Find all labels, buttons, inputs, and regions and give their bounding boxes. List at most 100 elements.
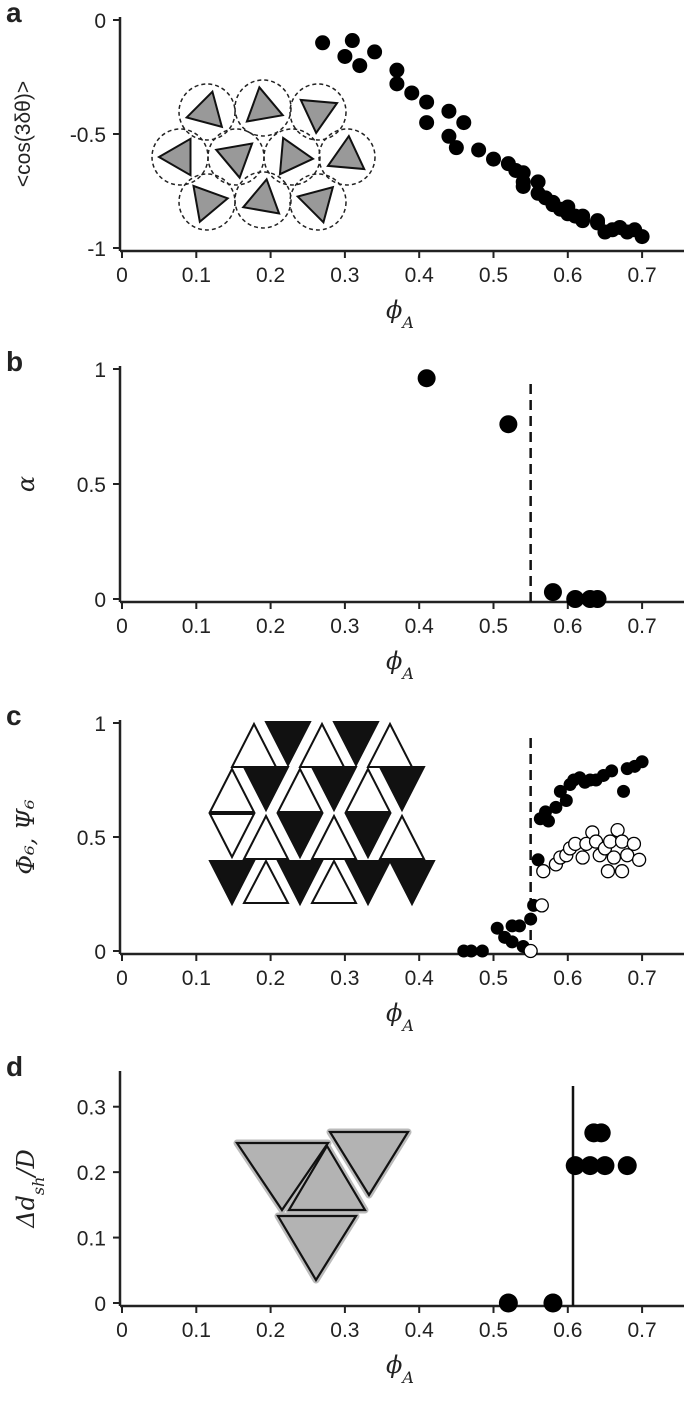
- point: [344, 33, 360, 49]
- y-axis-label: <cos(3δθ)>: [12, 81, 35, 187]
- x-tick-label: 0.1: [182, 1319, 211, 1342]
- x-tick-label: 0.5: [479, 1319, 508, 1342]
- point: [590, 213, 606, 229]
- point: [515, 178, 531, 194]
- x-tick-label: 0: [116, 615, 128, 638]
- x-tick-label: 0.5: [479, 967, 508, 990]
- x-tick-label: 0: [116, 264, 128, 287]
- point: [541, 814, 555, 828]
- y-tick-label: 0.5: [77, 474, 106, 497]
- point: [617, 1156, 637, 1176]
- point: [591, 1123, 611, 1143]
- x-tick-label: 0.7: [627, 264, 656, 287]
- open-point: [536, 864, 551, 879]
- y-tick-label: 0: [94, 589, 106, 612]
- point: [389, 76, 405, 92]
- x-tick-label: 0.4: [405, 615, 435, 638]
- x-tick-label: 0.2: [256, 615, 285, 638]
- open-point: [631, 852, 647, 867]
- y-tick-label: 1: [94, 713, 106, 736]
- inset-d: [233, 1128, 412, 1284]
- point: [530, 174, 546, 190]
- open-point: [620, 848, 635, 863]
- point: [543, 583, 562, 602]
- panel-label: b: [6, 346, 23, 377]
- x-tick-label: 0.6: [553, 264, 582, 287]
- point: [505, 935, 519, 949]
- x-tick-label: 0.3: [330, 1319, 359, 1342]
- y-tick-label: 0: [94, 941, 106, 964]
- point: [499, 415, 518, 434]
- open-point: [534, 898, 549, 913]
- point: [549, 800, 563, 814]
- point: [566, 590, 585, 608]
- x-tick-label: 0.6: [553, 967, 582, 990]
- x-tick-label: 0: [116, 967, 128, 990]
- panel-label: c: [6, 700, 22, 731]
- point: [617, 784, 631, 798]
- point: [464, 944, 478, 958]
- x-axis-label: ϕA: [386, 999, 414, 1035]
- x-tick-label: 0.6: [553, 615, 582, 638]
- y-tick-label: 0.2: [77, 1162, 106, 1185]
- open-point: [603, 834, 618, 849]
- y-tick-label: 0.3: [77, 1097, 106, 1120]
- point: [490, 921, 504, 935]
- open-point: [614, 864, 630, 879]
- point: [448, 140, 464, 156]
- point: [565, 1156, 585, 1176]
- x-tick-label: 0.6: [553, 1319, 582, 1342]
- open-point: [523, 943, 538, 959]
- point: [559, 794, 573, 808]
- y-axis-label: Δdsh/D: [12, 1149, 48, 1229]
- point: [531, 853, 545, 867]
- point: [404, 85, 420, 101]
- y-tick-label: 0.5: [77, 827, 106, 850]
- x-tick-label: 0.4: [405, 967, 435, 990]
- x-tick-label: 0.7: [627, 615, 656, 638]
- y-tick-label: -0.5: [70, 124, 106, 147]
- open-point: [626, 836, 642, 851]
- point: [352, 58, 368, 74]
- point: [543, 1293, 563, 1313]
- x-tick-label: 0.5: [479, 615, 508, 638]
- x-tick-label: 0.4: [405, 1319, 435, 1342]
- x-tick-label: 0: [116, 1319, 128, 1342]
- open-point: [600, 864, 616, 879]
- y-tick-label: 0: [94, 10, 106, 33]
- open-point: [614, 834, 630, 849]
- x-axis-label: ϕA: [386, 1351, 414, 1387]
- point: [580, 1156, 600, 1176]
- point: [605, 764, 619, 778]
- point: [417, 369, 436, 388]
- x-tick-label: 0.3: [330, 264, 359, 287]
- inset-c: [208, 721, 436, 907]
- x-tick-label: 0.1: [182, 264, 211, 287]
- point: [337, 48, 353, 64]
- point: [524, 912, 538, 926]
- point: [513, 919, 527, 933]
- y-tick-label: -1: [87, 238, 106, 261]
- point: [475, 944, 489, 958]
- x-tick-label: 0.1: [182, 615, 211, 638]
- x-tick-label: 0.5: [479, 264, 508, 287]
- point: [486, 151, 501, 167]
- open-point: [606, 850, 622, 865]
- point: [419, 115, 435, 131]
- point: [389, 62, 405, 78]
- x-axis-label: ϕA: [386, 647, 414, 683]
- panel-label: d: [6, 1051, 23, 1082]
- x-axis-label: ϕA: [386, 296, 414, 332]
- x-tick-label: 0.4: [405, 264, 435, 287]
- point: [367, 44, 383, 60]
- x-tick-label: 0.1: [182, 967, 211, 990]
- panel-label: a: [6, 0, 22, 28]
- inset-a: [151, 79, 376, 231]
- x-tick-label: 0.2: [256, 264, 285, 287]
- x-tick-label: 0.7: [627, 967, 656, 990]
- y-tick-label: 0.1: [77, 1228, 106, 1251]
- x-tick-label: 0.2: [256, 967, 285, 990]
- point: [588, 590, 607, 608]
- x-tick-label: 0.7: [627, 1319, 656, 1342]
